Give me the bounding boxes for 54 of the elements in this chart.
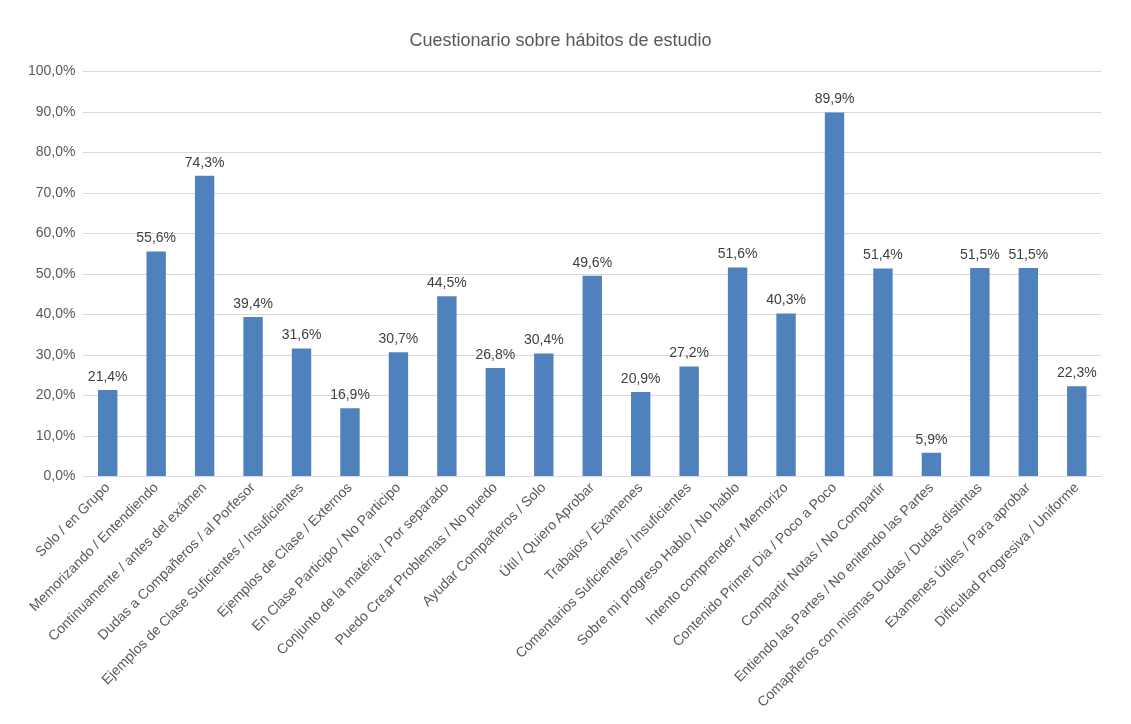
y-tick-label: 20,0% — [35, 386, 76, 403]
bar — [776, 313, 796, 477]
y-tick-label: 90,0% — [35, 102, 76, 119]
bar — [921, 452, 942, 477]
bar — [146, 251, 166, 477]
bar — [194, 175, 215, 477]
data-label: 39,4% — [233, 294, 273, 311]
bar — [388, 352, 409, 477]
y-tick-label: 100,0% — [28, 62, 76, 79]
data-label: 44,5% — [427, 274, 467, 291]
data-label: 5,9% — [915, 430, 948, 447]
data-label: 30,7% — [378, 330, 419, 347]
bar — [340, 408, 360, 477]
bar — [243, 317, 263, 477]
bar — [824, 112, 845, 477]
data-label: 31,6% — [281, 326, 322, 343]
bar — [485, 368, 506, 477]
data-label: 21,4% — [87, 367, 128, 384]
data-label: 51,4% — [863, 246, 903, 263]
y-tick-label: 60,0% — [35, 224, 76, 241]
y-tick-label: 80,0% — [35, 143, 76, 160]
data-label: 22,3% — [1056, 364, 1097, 381]
y-tick-label: 40,0% — [35, 305, 76, 322]
bar — [873, 268, 893, 477]
data-label: 40,3% — [766, 291, 806, 308]
data-label: 89,9% — [814, 90, 855, 107]
y-tick-label: 70,0% — [35, 183, 76, 200]
bar — [1018, 268, 1039, 477]
bar — [534, 353, 554, 477]
bar — [98, 389, 118, 477]
data-label: 27,2% — [669, 344, 709, 361]
data-label: 51,5% — [1008, 245, 1049, 262]
data-label: 26,8% — [475, 345, 516, 362]
bar — [970, 268, 990, 477]
y-tick-label: 0,0% — [43, 467, 76, 484]
data-label: 30,4% — [523, 331, 564, 348]
data-label: 16,9% — [330, 386, 370, 402]
data-label: 20,9% — [620, 369, 661, 386]
bar — [291, 348, 312, 477]
data-label: 55,6% — [136, 229, 177, 246]
bar — [727, 267, 748, 477]
data-label: 51,5% — [960, 245, 1000, 262]
data-label: 51,6% — [717, 245, 758, 262]
y-tick-label: 30,0% — [35, 345, 76, 362]
bar — [437, 296, 457, 477]
y-tick-label: 10,0% — [35, 426, 76, 443]
bar — [631, 391, 651, 477]
data-label: 49,6% — [572, 253, 613, 270]
bar — [1067, 386, 1087, 477]
bar — [679, 366, 699, 477]
bar — [582, 275, 602, 477]
y-tick-label: 50,0% — [35, 264, 76, 281]
data-label: 74,3% — [184, 153, 225, 170]
chart-title: Cuestionario sobre hábitos de estudio — [409, 29, 712, 50]
